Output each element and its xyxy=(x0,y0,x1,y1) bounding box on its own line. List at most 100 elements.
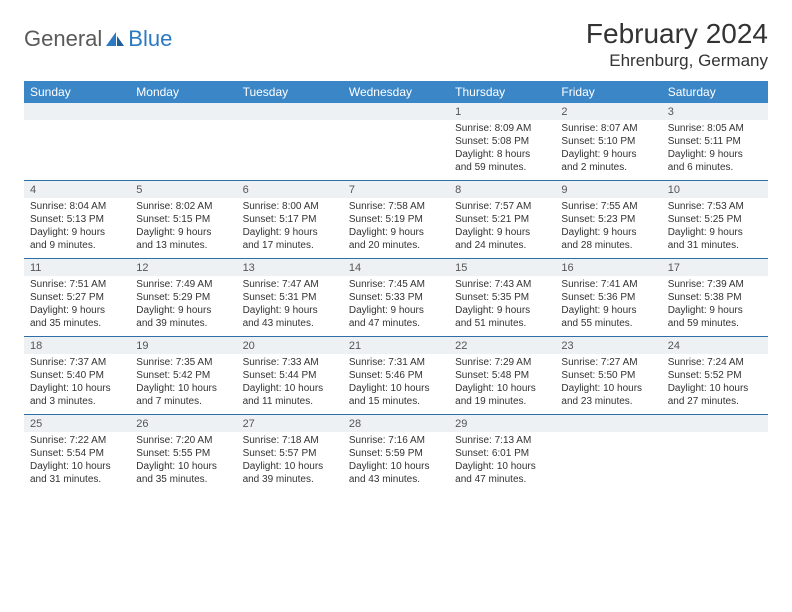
sunrise-text: Sunrise: 7:45 AM xyxy=(349,278,443,291)
weekday-saturday: Saturday xyxy=(662,81,768,103)
d1-text: Daylight: 10 hours xyxy=(455,460,549,473)
day-cell: Sunrise: 7:16 AMSunset: 5:59 PMDaylight:… xyxy=(343,432,449,492)
day-number xyxy=(24,103,130,120)
sunrise-text: Sunrise: 7:35 AM xyxy=(136,356,230,369)
d2-text: and 20 minutes. xyxy=(349,239,443,252)
d1-text: Daylight: 10 hours xyxy=(668,382,762,395)
day-number: 16 xyxy=(555,259,661,276)
d2-text: and 11 minutes. xyxy=(243,395,337,408)
d2-text: and 23 minutes. xyxy=(561,395,655,408)
sunset-text: Sunset: 6:01 PM xyxy=(455,447,549,460)
day-cell: Sunrise: 8:05 AMSunset: 5:11 PMDaylight:… xyxy=(662,120,768,180)
d2-text: and 24 minutes. xyxy=(455,239,549,252)
sunrise-text: Sunrise: 8:05 AM xyxy=(668,122,762,135)
d2-text: and 28 minutes. xyxy=(561,239,655,252)
d2-text: and 59 minutes. xyxy=(455,161,549,174)
sunset-text: Sunset: 5:38 PM xyxy=(668,291,762,304)
day-cell: Sunrise: 7:20 AMSunset: 5:55 PMDaylight:… xyxy=(130,432,236,492)
day-number: 12 xyxy=(130,259,236,276)
day-number: 2 xyxy=(555,103,661,120)
day-number: 25 xyxy=(24,415,130,432)
day-number xyxy=(237,103,343,120)
day-number: 15 xyxy=(449,259,555,276)
d2-text: and 55 minutes. xyxy=(561,317,655,330)
d1-text: Daylight: 9 hours xyxy=(243,304,337,317)
d2-text: and 27 minutes. xyxy=(668,395,762,408)
sunrise-text: Sunrise: 7:24 AM xyxy=(668,356,762,369)
day-cell: Sunrise: 7:55 AMSunset: 5:23 PMDaylight:… xyxy=(555,198,661,258)
week-row: Sunrise: 7:51 AMSunset: 5:27 PMDaylight:… xyxy=(24,276,768,336)
sunrise-text: Sunrise: 8:02 AM xyxy=(136,200,230,213)
d1-text: Daylight: 10 hours xyxy=(561,382,655,395)
sunset-text: Sunset: 5:36 PM xyxy=(561,291,655,304)
sunrise-text: Sunrise: 8:07 AM xyxy=(561,122,655,135)
d1-text: Daylight: 8 hours xyxy=(455,148,549,161)
d2-text: and 9 minutes. xyxy=(30,239,124,252)
d2-text: and 47 minutes. xyxy=(349,317,443,330)
day-cell: Sunrise: 7:39 AMSunset: 5:38 PMDaylight:… xyxy=(662,276,768,336)
sunset-text: Sunset: 5:46 PM xyxy=(349,369,443,382)
d2-text: and 47 minutes. xyxy=(455,473,549,486)
daynum-row: 18192021222324 xyxy=(24,336,768,354)
sunset-text: Sunset: 5:17 PM xyxy=(243,213,337,226)
day-cell: Sunrise: 7:49 AMSunset: 5:29 PMDaylight:… xyxy=(130,276,236,336)
weekday-header: Sunday Monday Tuesday Wednesday Thursday… xyxy=(24,81,768,103)
d1-text: Daylight: 9 hours xyxy=(561,304,655,317)
daynum-row: 45678910 xyxy=(24,180,768,198)
weekday-tuesday: Tuesday xyxy=(237,81,343,103)
d1-text: Daylight: 10 hours xyxy=(243,460,337,473)
sunrise-text: Sunrise: 7:41 AM xyxy=(561,278,655,291)
d2-text: and 59 minutes. xyxy=(668,317,762,330)
day-number: 14 xyxy=(343,259,449,276)
day-cell: Sunrise: 7:51 AMSunset: 5:27 PMDaylight:… xyxy=(24,276,130,336)
day-number xyxy=(555,415,661,432)
sunrise-text: Sunrise: 7:47 AM xyxy=(243,278,337,291)
sunset-text: Sunset: 5:23 PM xyxy=(561,213,655,226)
d1-text: Daylight: 10 hours xyxy=(30,382,124,395)
d2-text: and 7 minutes. xyxy=(136,395,230,408)
d1-text: Daylight: 10 hours xyxy=(349,382,443,395)
week-row: Sunrise: 7:37 AMSunset: 5:40 PMDaylight:… xyxy=(24,354,768,414)
sunrise-text: Sunrise: 7:16 AM xyxy=(349,434,443,447)
d1-text: Daylight: 10 hours xyxy=(349,460,443,473)
sunrise-text: Sunrise: 7:22 AM xyxy=(30,434,124,447)
d2-text: and 35 minutes. xyxy=(30,317,124,330)
logo: General Blue xyxy=(24,18,172,52)
day-cell: Sunrise: 7:57 AMSunset: 5:21 PMDaylight:… xyxy=(449,198,555,258)
weekday-thursday: Thursday xyxy=(449,81,555,103)
day-cell: Sunrise: 8:09 AMSunset: 5:08 PMDaylight:… xyxy=(449,120,555,180)
sunset-text: Sunset: 5:44 PM xyxy=(243,369,337,382)
sunset-text: Sunset: 5:31 PM xyxy=(243,291,337,304)
day-cell xyxy=(662,432,768,492)
daynum-row: 2526272829 xyxy=(24,414,768,432)
day-cell: Sunrise: 7:58 AMSunset: 5:19 PMDaylight:… xyxy=(343,198,449,258)
d2-text: and 35 minutes. xyxy=(136,473,230,486)
week-row: Sunrise: 8:04 AMSunset: 5:13 PMDaylight:… xyxy=(24,198,768,258)
sunset-text: Sunset: 5:48 PM xyxy=(455,369,549,382)
day-cell: Sunrise: 7:18 AMSunset: 5:57 PMDaylight:… xyxy=(237,432,343,492)
sunrise-text: Sunrise: 7:27 AM xyxy=(561,356,655,369)
sunrise-text: Sunrise: 7:43 AM xyxy=(455,278,549,291)
d1-text: Daylight: 9 hours xyxy=(668,304,762,317)
sunset-text: Sunset: 5:35 PM xyxy=(455,291,549,304)
day-number: 17 xyxy=(662,259,768,276)
calendar-page: General Blue February 2024 Ehrenburg, Ge… xyxy=(0,0,792,510)
month-title: February 2024 xyxy=(586,18,768,50)
sunrise-text: Sunrise: 7:53 AM xyxy=(668,200,762,213)
logo-sail-icon xyxy=(104,30,126,48)
sunset-text: Sunset: 5:52 PM xyxy=(668,369,762,382)
location: Ehrenburg, Germany xyxy=(586,51,768,71)
week-row: Sunrise: 8:09 AMSunset: 5:08 PMDaylight:… xyxy=(24,120,768,180)
d2-text: and 43 minutes. xyxy=(349,473,443,486)
day-cell: Sunrise: 7:24 AMSunset: 5:52 PMDaylight:… xyxy=(662,354,768,414)
day-cell xyxy=(555,432,661,492)
day-number: 28 xyxy=(343,415,449,432)
d1-text: Daylight: 10 hours xyxy=(136,382,230,395)
day-number xyxy=(343,103,449,120)
day-cell: Sunrise: 8:07 AMSunset: 5:10 PMDaylight:… xyxy=(555,120,661,180)
day-cell xyxy=(130,120,236,180)
sunset-text: Sunset: 5:42 PM xyxy=(136,369,230,382)
d1-text: Daylight: 10 hours xyxy=(30,460,124,473)
d2-text: and 6 minutes. xyxy=(668,161,762,174)
sunrise-text: Sunrise: 7:57 AM xyxy=(455,200,549,213)
